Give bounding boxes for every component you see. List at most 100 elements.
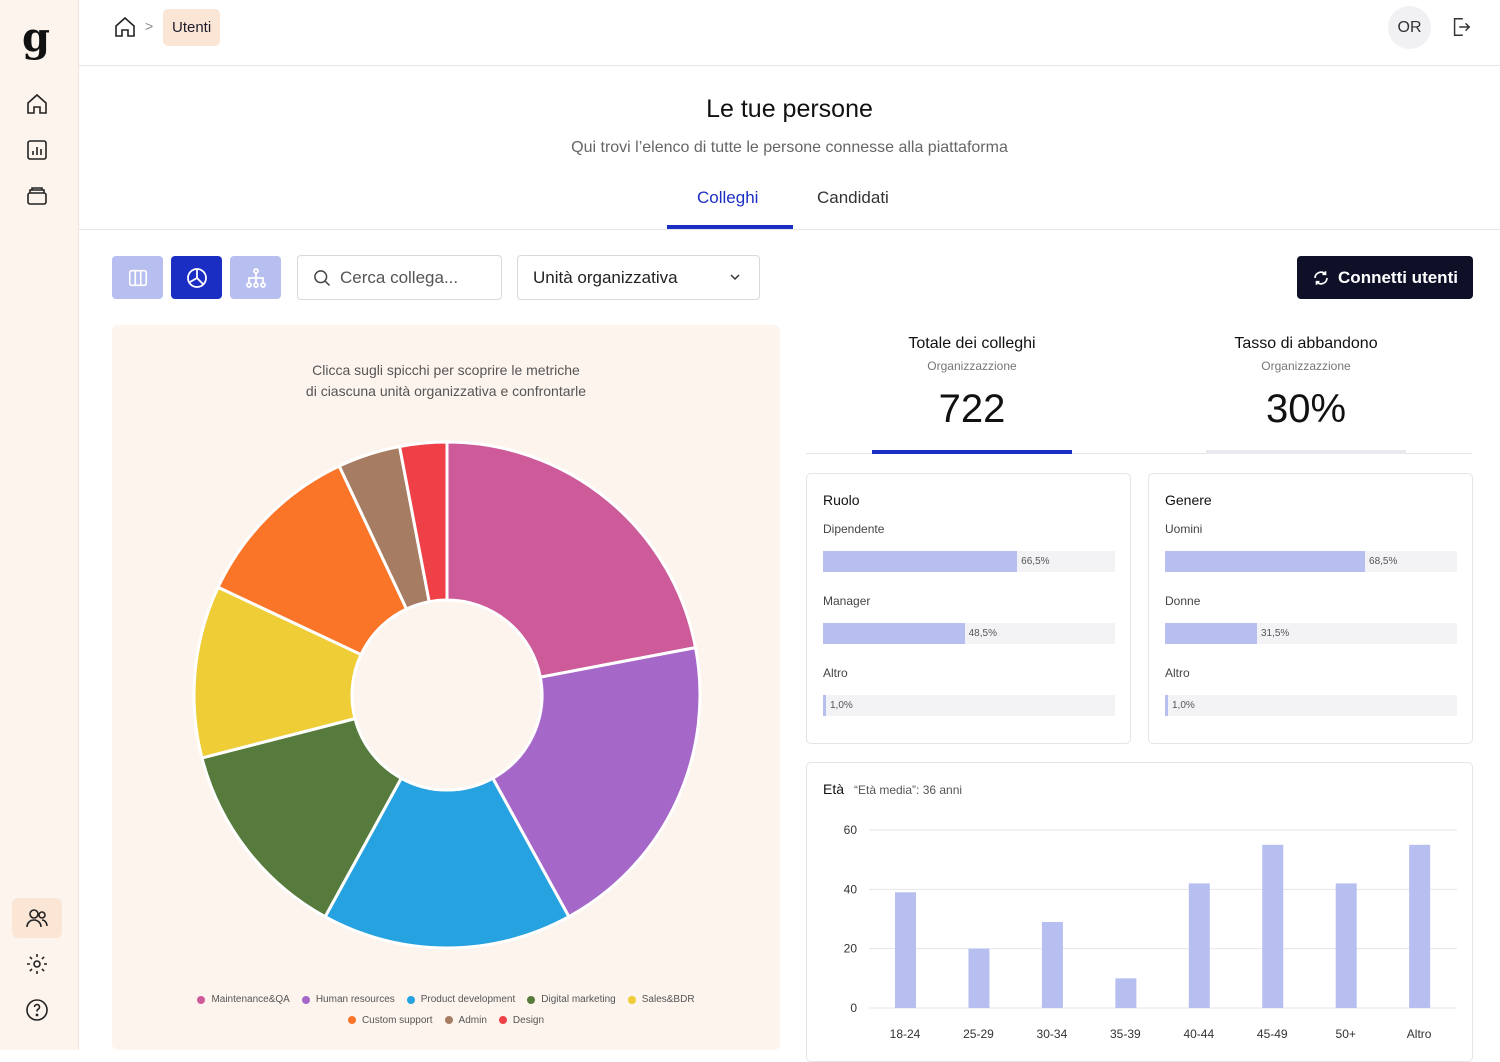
age-bar[interactable] [1262, 844, 1284, 1008]
view-pie-button[interactable] [171, 256, 222, 299]
pie-slice-custom-support[interactable] [216, 464, 409, 657]
legend-item[interactable]: Product development [406, 990, 516, 1009]
progress-bar: 68,5% [1165, 551, 1457, 572]
search-field[interactable] [297, 255, 502, 300]
stat-total-value: 722 [938, 387, 1006, 431]
chevron-down-icon [730, 274, 740, 281]
legend-dot-icon [301, 995, 310, 1004]
breadcrumb-home[interactable] [113, 15, 139, 41]
sidebar-item-settings[interactable] [12, 944, 62, 984]
legend-label: Design [512, 1014, 545, 1026]
x-tick-label: 50+ [1336, 1027, 1356, 1041]
legend-item[interactable]: Design [498, 1011, 545, 1030]
stack-icon [27, 187, 47, 205]
x-tick-label: 30-34 [1037, 1027, 1068, 1041]
age-average-note: “Età media”: 36 anni [854, 783, 963, 797]
pie-slice-maintenance-qa[interactable] [445, 440, 698, 679]
legend-dot-icon [444, 1016, 453, 1024]
bar-label: Dipendente [823, 522, 885, 536]
logout-icon [1453, 18, 1471, 36]
legend-dot-icon [347, 1016, 356, 1024]
pie-slice-sales-bdr[interactable] [192, 585, 364, 760]
legend-label: Product development [420, 994, 516, 1005]
stat-total-title: Totale dei colleghi [908, 335, 1036, 352]
page-title: Le tue persone [706, 95, 873, 123]
sidebar-item-users[interactable] [12, 898, 62, 938]
topbar: > Utenti [79, 0, 1500, 66]
age-card-title: Età [823, 781, 845, 797]
donut-chart [192, 440, 702, 950]
progress-bar-fill [1165, 551, 1366, 572]
avatar[interactable]: OR [1388, 6, 1431, 49]
view-columns-button[interactable] [112, 256, 163, 299]
legend-dot-icon [498, 1016, 507, 1024]
x-tick-label: 35-39 [1110, 1027, 1141, 1041]
pie-chart-icon [186, 267, 207, 288]
org-chart-icon [245, 267, 266, 288]
tab-colleghi[interactable]: Colleghi [697, 188, 759, 207]
progress-bar-fill [1165, 623, 1257, 644]
age-bar[interactable] [1115, 978, 1137, 1008]
age-bar[interactable] [1041, 921, 1063, 1008]
progress-bar: 1,0% [1165, 695, 1457, 716]
sidebar-item-help[interactable] [12, 990, 62, 1030]
legend-label: Digital marketing [541, 994, 616, 1005]
users-icon [26, 909, 48, 928]
legend-item[interactable]: Custom support [347, 1011, 433, 1030]
age-bar[interactable] [895, 892, 916, 1008]
view-org-chart-button[interactable] [230, 256, 281, 299]
stat-total-colleagues[interactable]: Totale dei colleghi Organizzazzione 722 [872, 335, 1072, 432]
progress-bar-value: 66,5% [1021, 556, 1050, 567]
breadcrumb-current[interactable]: Utenti [163, 9, 221, 46]
org-unit-select[interactable]: Unità organizzativa [517, 255, 760, 300]
progress-bar-value: 1,0% [830, 700, 853, 711]
bar-chart-icon [27, 140, 47, 160]
stat-churn-title: Tasso di abbandono [1234, 335, 1378, 352]
chart-hint-line2: di ciascuna unità organizzativa e confro… [305, 383, 587, 399]
chart-hint: Clicca sugli spicchi per scoprire le met… [112, 360, 780, 402]
tab-candidati[interactable]: Candidati [817, 188, 889, 207]
y-tick-label: 40 [844, 882, 858, 896]
y-tick-label: 20 [844, 942, 858, 956]
search-input[interactable] [340, 267, 490, 288]
stat-churn-sub: Organizzazzione [1261, 359, 1351, 373]
sidebar-item-reports[interactable] [12, 130, 62, 170]
logout-button[interactable] [1450, 16, 1472, 38]
age-bar[interactable] [968, 948, 990, 1008]
connect-users-button[interactable]: Connetti utenti [1297, 256, 1473, 299]
pie-slice-human-resources[interactable] [490, 645, 702, 919]
sidebar-item-inbox[interactable] [12, 176, 62, 216]
progress-bar-value: 1,0% [1172, 700, 1195, 711]
breadcrumb-separator: > [145, 18, 154, 34]
bar-label: Altro [823, 666, 848, 680]
age-bar[interactable] [1188, 883, 1210, 1008]
legend-label: Sales&BDR [641, 994, 695, 1005]
stat-total-sub: Organizzazzione [927, 359, 1017, 373]
progress-bar: 66,5% [823, 551, 1115, 572]
age-bar[interactable] [1335, 883, 1357, 1008]
legend-item[interactable]: Digital marketing [527, 990, 616, 1009]
stat-churn-rate[interactable]: Tasso di abbandono Organizzazzione 30% [1206, 335, 1406, 432]
progress-bar: 31,5% [1165, 623, 1457, 644]
age-card: 60 40 20 0 18-24 25-29 30-34 35-39 40-44 45-49 50+… [806, 762, 1473, 1062]
home-icon [27, 93, 47, 114]
pie-slice-digital-marketing[interactable] [200, 716, 404, 919]
progress-bar-value: 48,5% [968, 628, 997, 639]
pie-slice-product-development[interactable] [323, 776, 571, 950]
legend-item[interactable]: Admin [444, 1011, 487, 1030]
y-tick-label: 60 [844, 823, 858, 837]
age-bar[interactable] [1409, 844, 1431, 1008]
sidebar: g [0, 0, 79, 1050]
x-tick-label: 45-49 [1257, 1027, 1288, 1041]
role-card: Ruolo Dipendente 66,5% Manager 48,5% Altro 1,… [806, 473, 1131, 744]
stat-active-indicator [872, 450, 1072, 454]
tabs-divider [79, 229, 1500, 230]
progress-bar-fill [823, 695, 826, 716]
refresh-icon [1314, 270, 1328, 285]
legend-item[interactable]: Human resources [301, 990, 395, 1009]
bar-label: Manager [823, 594, 871, 608]
sidebar-item-home[interactable] [12, 84, 62, 124]
legend-item[interactable]: Maintenance&QA [197, 990, 290, 1009]
legend-item[interactable]: Sales&BDR [627, 990, 695, 1009]
pie-slice-design[interactable] [397, 440, 449, 604]
